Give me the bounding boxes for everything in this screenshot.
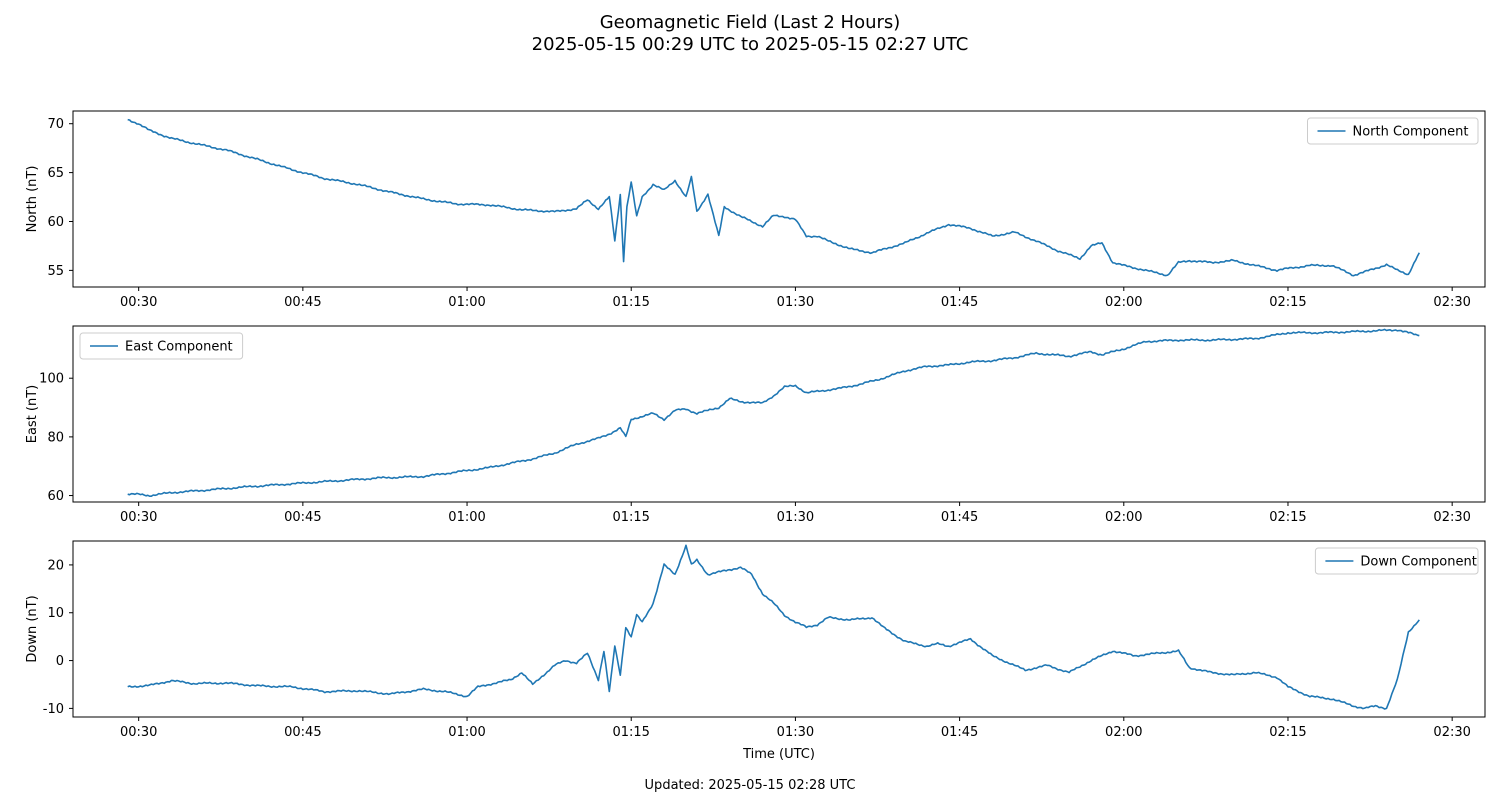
y-tick-label: 20 xyxy=(47,558,64,573)
x-tick-label: 00:30 xyxy=(120,725,157,740)
x-tick-label: 00:45 xyxy=(284,295,321,310)
y-axis-label: Down (nT) xyxy=(25,595,40,662)
x-tick-label: 01:00 xyxy=(448,725,485,740)
series-line-3 xyxy=(127,544,1420,710)
legend-box xyxy=(1307,117,1479,145)
figure-title-line-1: Geomagnetic Field (Last 2 Hours) xyxy=(599,12,901,33)
y-axis-label: North (nT) xyxy=(25,166,40,233)
legend-label: North Component xyxy=(1353,125,1469,140)
x-tick-label: 01:00 xyxy=(448,295,485,310)
plot-frame-2 xyxy=(72,325,1486,503)
y-tick-label: 80 xyxy=(47,430,64,445)
x-tick-label: 01:30 xyxy=(777,725,814,740)
series-line-2 xyxy=(127,328,1420,498)
figure-title: Geomagnetic Field (Last 2 Hours) 2025-05… xyxy=(0,12,1500,56)
x-tick-label: 01:15 xyxy=(612,295,649,310)
legend-2: East Component xyxy=(79,332,244,360)
y-tick-label: 65 xyxy=(47,166,64,181)
x-tick-label: 00:45 xyxy=(284,725,321,740)
y-tick-label: 70 xyxy=(47,117,64,132)
chart-panel-2: 00:30 00:45 01:00 01:15 01:30 01:45 02:00 02:15… xyxy=(25,325,1486,525)
y-tick-label: 0 xyxy=(56,654,64,669)
x-tick-label: 01:15 xyxy=(612,725,649,740)
x-tick-label: 02:30 xyxy=(1433,725,1470,740)
legend-label: Down Component xyxy=(1360,555,1476,570)
x-tick-label: 01:30 xyxy=(777,510,814,525)
plot-frame-1 xyxy=(72,110,1486,288)
y-tick-label: 60 xyxy=(47,489,64,504)
chart-panel-3: 00:30 00:45 01:00 01:15 01:30 01:45 02:00 02:15… xyxy=(25,540,1486,762)
updated-footer: Updated: 2025-05-15 02:28 UTC xyxy=(644,778,856,793)
legend-label: East Component xyxy=(125,340,233,355)
x-tick-label: 02:00 xyxy=(1105,510,1142,525)
y-tick-label: -10 xyxy=(43,702,64,717)
legend-box xyxy=(1314,547,1479,575)
x-tick-label: 02:15 xyxy=(1269,510,1306,525)
x-tick-label: 02:30 xyxy=(1433,295,1470,310)
legend-3: Down Component xyxy=(1314,547,1479,575)
plot-frame-3 xyxy=(72,540,1486,718)
x-tick-label: 01:00 xyxy=(448,510,485,525)
figure-title-line-2: 2025-05-15 00:29 UTC to 2025-05-15 02:27… xyxy=(531,34,969,55)
x-axis-label: Time (UTC) xyxy=(742,747,815,762)
x-tick-label: 01:45 xyxy=(941,295,978,310)
y-tick-label: 60 xyxy=(47,215,64,230)
legend-1: North Component xyxy=(1307,117,1479,145)
x-tick-label: 01:30 xyxy=(777,295,814,310)
x-tick-label: 02:30 xyxy=(1433,510,1470,525)
x-tick-label: 02:00 xyxy=(1105,295,1142,310)
x-tick-label: 02:15 xyxy=(1269,295,1306,310)
x-tick-label: 00:30 xyxy=(120,295,157,310)
x-tick-label: 01:15 xyxy=(612,510,649,525)
x-tick-label: 02:00 xyxy=(1105,725,1142,740)
series-line-1 xyxy=(127,118,1421,277)
y-tick-label: 10 xyxy=(47,606,64,621)
x-tick-label: 00:45 xyxy=(284,510,321,525)
x-tick-label: 00:30 xyxy=(120,510,157,525)
y-tick-label: 100 xyxy=(39,372,64,387)
x-tick-label: 01:45 xyxy=(941,510,978,525)
x-tick-label: 02:15 xyxy=(1269,725,1306,740)
x-tick-label: 01:45 xyxy=(941,725,978,740)
y-axis-label: East (nT) xyxy=(25,385,40,444)
legend-box xyxy=(79,332,244,360)
chart-panel-1: 00:30 00:45 01:00 01:15 01:30 01:45 02:00 02:15… xyxy=(25,110,1486,310)
y-tick-label: 55 xyxy=(47,264,64,279)
